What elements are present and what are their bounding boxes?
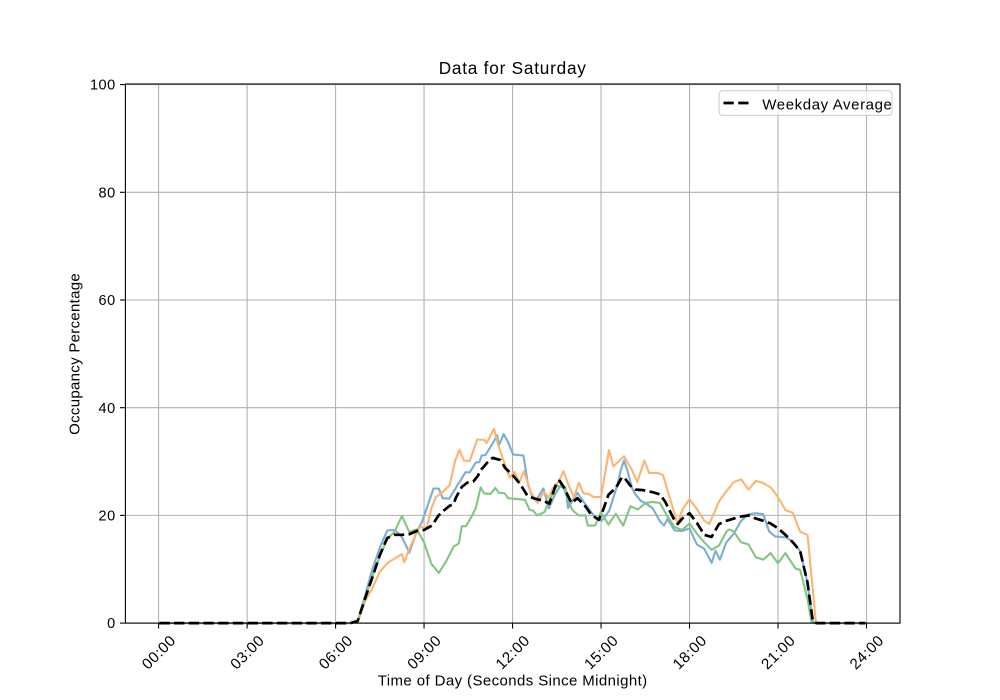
svg-text:Time of Day (Seconds Since Mid: Time of Day (Seconds Since Midnight) xyxy=(378,672,648,689)
svg-text:80: 80 xyxy=(99,185,116,201)
svg-text:60: 60 xyxy=(99,293,116,309)
svg-text:40: 40 xyxy=(99,401,116,417)
svg-text:Data for Saturday: Data for Saturday xyxy=(439,58,587,78)
svg-text:0: 0 xyxy=(107,616,116,632)
svg-text:20: 20 xyxy=(99,509,116,525)
svg-text:100: 100 xyxy=(90,78,116,94)
svg-text:Weekday Average: Weekday Average xyxy=(762,96,892,113)
svg-text:Occupancy Percentage: Occupancy Percentage xyxy=(67,273,84,435)
